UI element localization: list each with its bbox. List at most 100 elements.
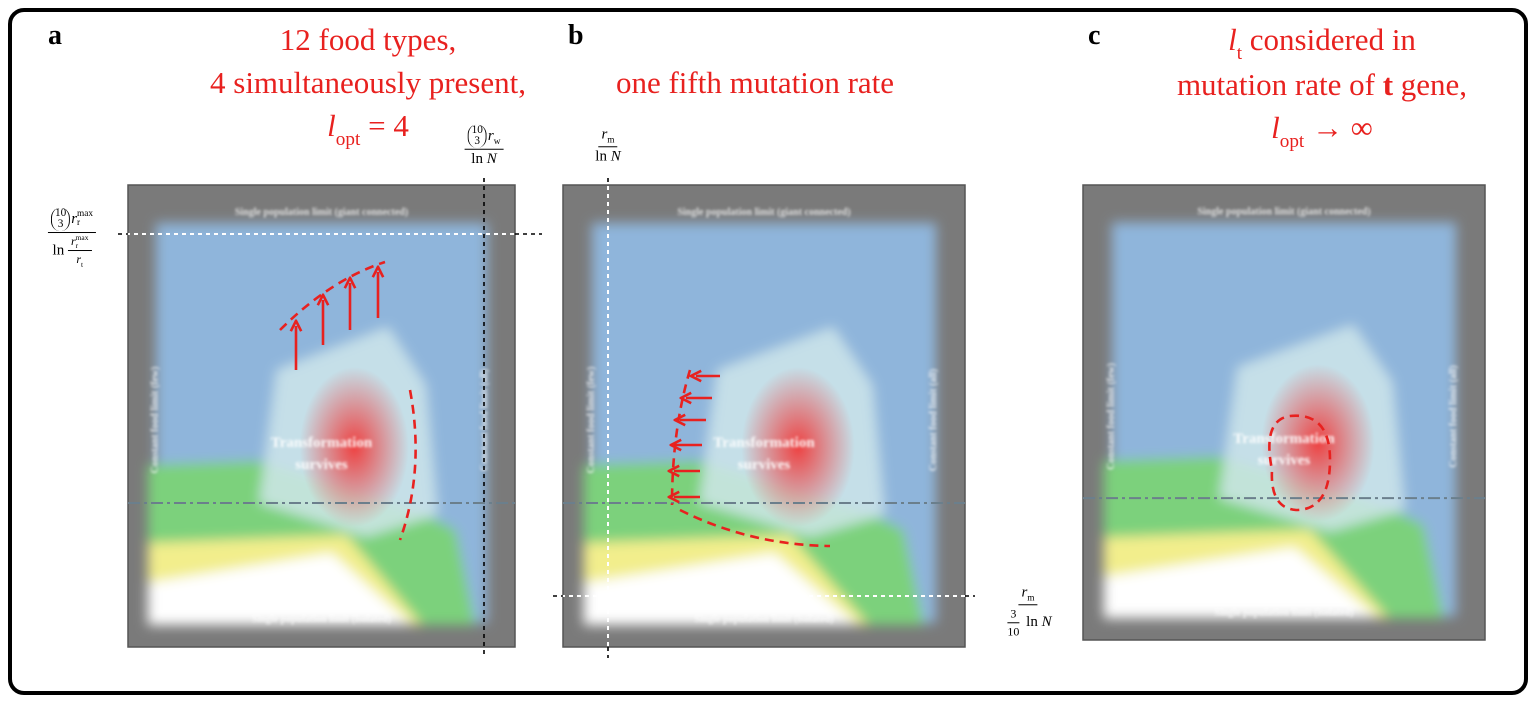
scripts: m [607,135,615,146]
math-text: mutation rate of [1177,67,1383,102]
symbol: t [1382,66,1394,102]
region-label: Single population limit (giant connected… [1197,207,1370,218]
math-group: 10 [1004,624,1022,640]
math-group: 10 3 r w [464,124,504,150]
math-group: 3 10 ln N [1001,606,1054,640]
survival-core [741,367,855,527]
region-label: Single population limit (isolated) [252,614,391,625]
yellow-region [583,535,869,625]
symbol: r [70,233,76,248]
symbol: gene, [1393,66,1468,102]
subscript: w [493,136,501,147]
symbol: N [486,150,497,167]
math-group: 4 simultaneously present, [210,65,526,100]
scripts: t [80,259,84,269]
region-label: Single population limit (giant connected… [235,207,408,218]
title-line: mutation rate of t gene, [1177,63,1467,106]
region-label: Transformation [1233,431,1335,447]
symbol: ln [595,148,611,165]
symbol: ln [1022,614,1042,631]
fraction: r max r r t [67,233,92,268]
title-line: 4 simultaneously present, [210,61,526,104]
scripts: m [1027,593,1035,604]
math-text: → ∞ [1304,110,1373,145]
subscript: m [1027,593,1035,604]
title-line: 12 food types, [210,18,526,61]
math-text: r max r [70,233,88,250]
scripts: opt [1280,131,1305,150]
math-group: mutation rate of t gene, [1177,67,1467,102]
symbol: r [601,126,608,143]
symbol: = 4 [360,108,409,143]
math-group: 3 [1007,607,1020,624]
superscript: max [77,208,94,219]
symbol: ln [471,150,487,167]
subscript: m [607,135,615,146]
math-text: one fifth mutation rate [616,65,894,100]
phase-diagram: Single population limit (giant connected… [1082,184,1486,641]
title-line: l opt → ∞ [1177,106,1467,151]
axis-label: 10 3 r w ln N [464,124,504,168]
binomial-bottom: 3 [474,135,481,147]
guide-lines [118,178,975,658]
phase-diagram: Single population limit (giant connected… [562,184,966,648]
symbol: 4 simultaneously present, [210,65,526,100]
fraction: r m ln N [592,126,623,165]
region-label: Constant food limit (few) [150,367,161,474]
math-text: 3 [1010,607,1016,621]
region-label: survives [295,457,348,473]
math-text: gene, [1393,67,1467,102]
math-text: = 4 [360,108,409,143]
symbol: one fifth mutation rate [615,65,895,100]
symbol: r [76,252,81,267]
symbol: r [1021,584,1028,601]
math-group: l opt = 4 [327,108,409,149]
fraction: 10 3 r w ln N [464,124,504,168]
symbol: l [1271,109,1280,145]
symbol: l [327,108,336,143]
axis-label: r m 3 10 ln N [1001,584,1054,639]
binomial-bottom: 3 [57,218,64,231]
fraction: 10 3 r max r ln r max r r t [47,207,97,268]
phase-regions [128,223,515,625]
dashed-boundary [398,389,417,541]
subscript: r [77,218,81,229]
scripts: opt [336,129,361,148]
phase-regions [1083,222,1485,619]
yellow-region [1103,529,1389,619]
math-text: N [1042,615,1052,631]
binomial: 10 3 [467,124,487,148]
white-region [1103,547,1378,619]
panel-label: b [568,20,584,51]
subscript: t [80,259,84,269]
symbol: l [1228,22,1237,57]
symbol: r [71,210,78,227]
region-label: Transformation [713,435,815,451]
symbol: 10 [1007,624,1020,639]
math-text: 4 simultaneously present, [210,65,526,100]
binomial: 10 3 [50,207,71,231]
math-text: 10 [1007,625,1019,639]
math-group: l opt → ∞ [1271,109,1373,151]
symbol: mutation rate of [1176,66,1383,102]
phase-regions [563,223,965,625]
math-group: 12 food types, [280,22,457,57]
region-label: survives [1258,453,1311,469]
subscript: t [1236,42,1243,64]
white-region [147,553,412,625]
panel-title: 12 food types, 4 simultaneously present, l… [210,18,526,149]
math-text: N [611,149,621,165]
math-text: N [487,150,497,166]
symbol: N [610,148,621,165]
